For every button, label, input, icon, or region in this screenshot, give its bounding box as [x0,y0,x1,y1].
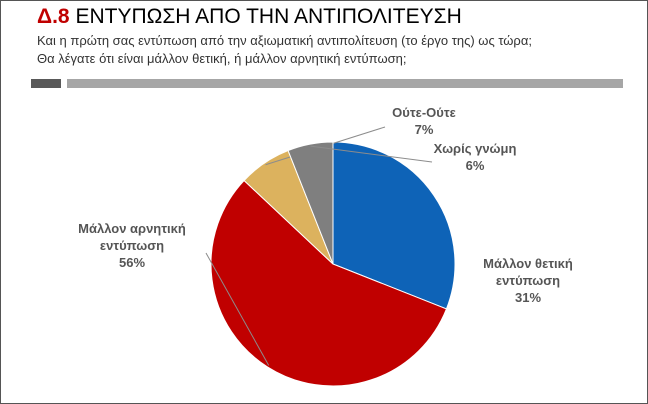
pie-slice-positive [332,141,456,310]
pie-slice-negative [210,179,448,387]
question-code: Δ.8 [37,5,70,28]
data-label-no-opinion: Χωρίς γνώμη 6% [434,141,517,173]
data-label-positive: Μάλλον θετική εντύπωση 31% [483,256,573,305]
data-label-neither: Ούτε-Ούτε 7% [392,105,456,137]
leader-line-negative [205,252,270,366]
leader-line-no-opinion [310,145,433,163]
question-line-2: Θα λέγατε ότι είναι μάλλον θετική, ή μάλ… [37,51,407,66]
accent-bar-light [67,79,623,88]
question-line-1: Και η πρώτη σας εντύπωση από την αξιωματ… [37,33,532,48]
page-title: Δ.8 ΕΝΤΥΠΩΣΗ ΑΠΟ ΤΗΝ ΑΝΤΙΠΟΛΙΤΕΥΣΗ [37,5,462,29]
accent-bar-dark [31,79,61,88]
data-label-negative: Μάλλον αρνητική εντύπωση 56% [78,221,186,270]
pie-slice-no-opinion [287,141,334,265]
title-text: ΕΝΤΥΠΩΣΗ ΑΠΟ ΤΗΝ ΑΝΤΙΠΟΛΙΤΕΥΣΗ [75,5,462,28]
